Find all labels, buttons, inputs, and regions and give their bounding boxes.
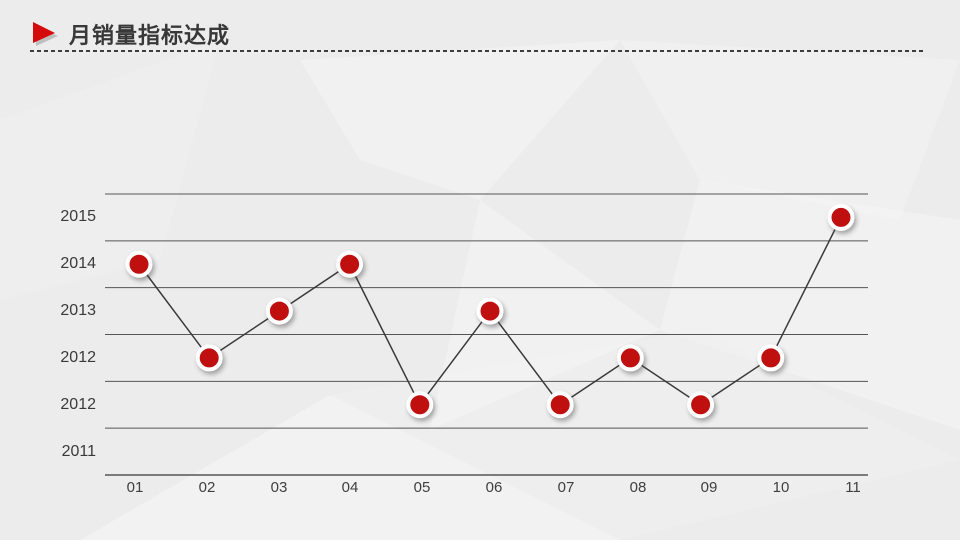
data-point-07 (546, 391, 574, 419)
dashed-divider (30, 50, 924, 52)
data-point-11 (827, 203, 855, 231)
data-point-03 (265, 297, 293, 325)
y-axis-tick-label: 2012 (60, 396, 96, 413)
x-axis-tick-label: 05 (413, 479, 431, 496)
data-point-08 (616, 344, 644, 372)
y-axis-tick-label: 2014 (60, 255, 96, 272)
x-axis-tick-label: 02 (198, 479, 216, 496)
y-axis-tick-label: 2012 (60, 349, 96, 366)
y-axis-tick-label: 2011 (61, 443, 96, 460)
x-axis-tick-label: 11 (845, 479, 861, 496)
data-point-06 (476, 297, 504, 325)
x-axis-tick-label: 01 (126, 479, 144, 496)
x-axis-tick-label: 07 (557, 479, 575, 496)
data-point-01 (125, 250, 153, 278)
data-point-10 (757, 344, 785, 372)
data-point-05 (406, 391, 434, 419)
slide-header: 月销量指标达成 (32, 18, 230, 50)
x-axis-tick-label: 03 (270, 479, 288, 496)
data-point-09 (687, 391, 715, 419)
y-axis-tick-label: 2015 (60, 208, 96, 225)
page-title: 月销量指标达成 (69, 23, 231, 48)
data-point-02 (195, 344, 223, 372)
x-axis-tick-label: 04 (341, 479, 359, 496)
data-point-04 (336, 250, 364, 278)
x-axis-tick-label: 09 (700, 479, 718, 496)
x-axis-tick-label: 08 (629, 479, 647, 496)
x-axis-tick-label: 06 (485, 479, 503, 496)
x-axis-tick-label: 10 (772, 479, 790, 496)
y-axis-tick-label: 2013 (60, 302, 96, 319)
red-triangle-bullet-icon (33, 22, 58, 46)
